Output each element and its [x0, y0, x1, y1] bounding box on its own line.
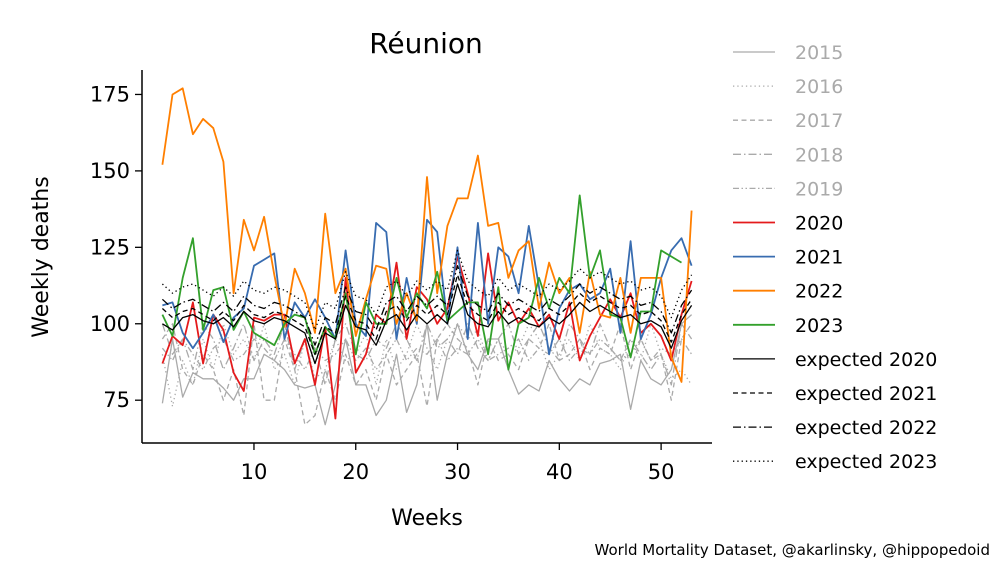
source-note: World Mortality Dataset, @akarlinsky, @h… — [595, 541, 990, 559]
series-line-expected-2020 — [162, 283, 693, 365]
y-axis-label: Weekly deaths — [29, 176, 54, 337]
series-line-2021 — [162, 218, 693, 356]
series-line-2016 — [161, 323, 693, 407]
series-line-2022 — [161, 87, 693, 383]
x-tick-label: 20 — [342, 460, 369, 484]
legend-label: 2022 — [795, 281, 843, 303]
y-tick-label: 150 — [90, 159, 130, 183]
legend-label: 2023 — [795, 315, 843, 337]
series-line-expected-2022 — [161, 265, 693, 346]
legend: 2015 2016 2017 2018 2019 2020 2021 2022 2023 expe… — [733, 42, 937, 473]
legend-label: expected 2020 — [795, 349, 937, 371]
x-tick-label: 50 — [648, 460, 675, 484]
legend-label: expected 2022 — [795, 417, 937, 439]
legend-label: 2016 — [795, 76, 843, 98]
chart-title: Réunion — [369, 27, 483, 60]
legend-label: expected 2023 — [795, 451, 937, 473]
x-tick-label: 30 — [444, 460, 471, 484]
legend-label: 2019 — [795, 178, 843, 200]
y-tick-label: 175 — [90, 82, 130, 106]
y-tick-label: 125 — [90, 235, 130, 259]
legend-label: 2020 — [795, 213, 843, 235]
axes: 10 20 30 40 50 75 100 125 150 175 — [90, 70, 712, 484]
legend-label: 2018 — [795, 144, 843, 166]
series-line-expected-2023 — [161, 249, 693, 331]
x-tick-label: 10 — [241, 460, 268, 484]
series-line-2020 — [161, 252, 693, 420]
legend-label: 2021 — [795, 247, 843, 269]
y-tick-label: 75 — [103, 388, 130, 412]
series-line-2019 — [161, 338, 693, 371]
series-line-expected-2021 — [161, 274, 693, 355]
legend-label: 2017 — [795, 110, 843, 132]
legend-label: 2015 — [795, 42, 843, 64]
x-tick-label: 40 — [546, 460, 573, 484]
series-line-2017 — [161, 323, 693, 426]
y-tick-label: 100 — [90, 312, 130, 336]
plot-area — [161, 87, 693, 426]
legend-label: expected 2021 — [795, 383, 937, 405]
x-axis-label: Weeks — [391, 506, 463, 531]
